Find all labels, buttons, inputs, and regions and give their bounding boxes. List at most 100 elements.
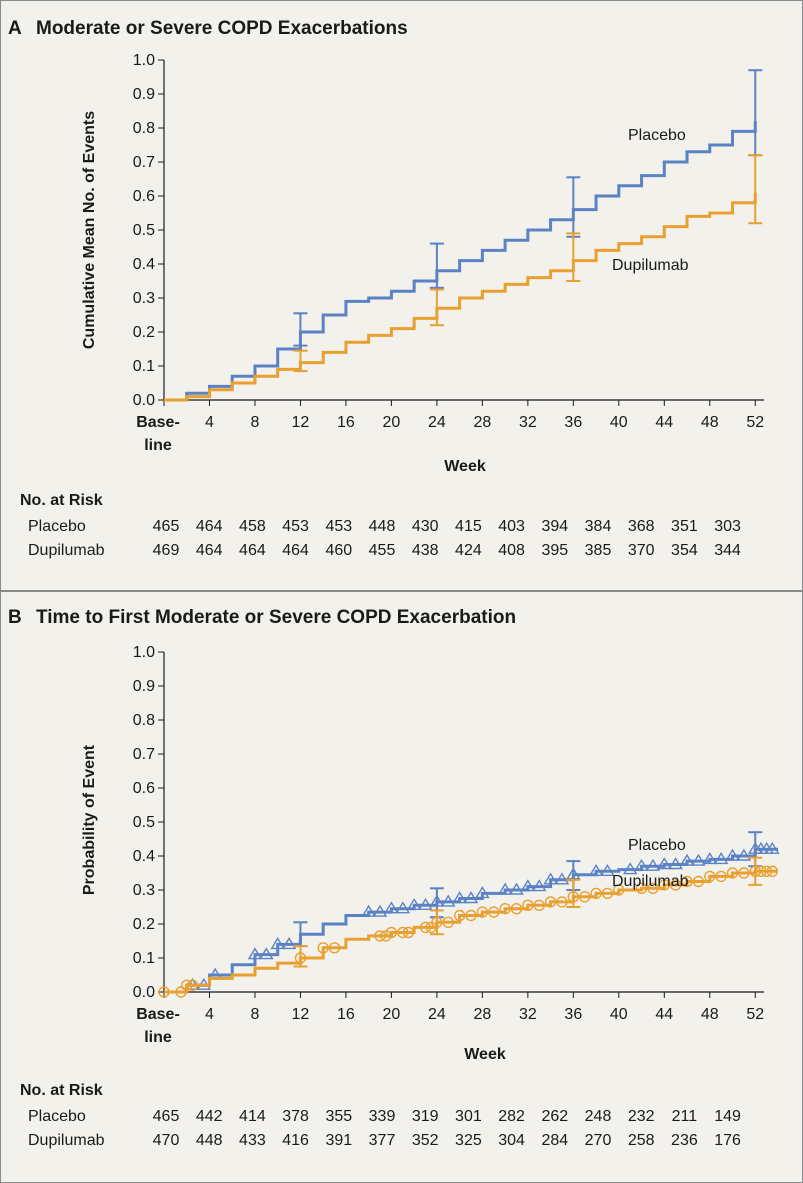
y-tick-label: 0.2 (133, 324, 155, 341)
series-label-placebo: Placebo (628, 837, 686, 854)
panel-b-chart: 0.0 0.1 0.2 0.3 0.4 0.5 0.6 0.7 0.8 0.9 1.0 Base-li… (20, 644, 780, 1149)
x-tick-label: 36 (564, 1006, 582, 1023)
circle-marker (419, 921, 432, 934)
panel-a-letter: A (8, 18, 22, 39)
triangle-marker (452, 891, 467, 904)
at-risk-value: 453 (282, 518, 309, 535)
at-risk-value: 391 (325, 1132, 352, 1149)
triangle-marker (668, 857, 683, 870)
triangle-marker (702, 852, 718, 865)
at-risk-value: 414 (239, 1108, 266, 1125)
y-tick-label: 1.0 (133, 52, 155, 69)
circle-marker (715, 870, 727, 883)
triangle-marker (418, 897, 433, 910)
triangle-marker (657, 857, 672, 870)
x-tick-label-baseline: Base- (136, 1006, 180, 1023)
at-risk-value: 403 (498, 518, 525, 535)
circle-marker (590, 887, 602, 900)
x-tick-label: 8 (251, 1006, 260, 1023)
x-tick-label: 20 (383, 1006, 401, 1023)
y-tick-label: 0.6 (133, 188, 155, 205)
y-tick-label: 0.1 (133, 358, 155, 375)
y-tick-label: 0.1 (133, 950, 155, 967)
at-risk-heading: No. at Risk (20, 1082, 103, 1099)
at-risk-value: 460 (325, 542, 352, 559)
at-risk-value: 458 (239, 518, 266, 535)
circle-marker (522, 899, 534, 911)
circle-marker (692, 875, 705, 888)
at-risk-value: 415 (455, 518, 482, 535)
y-tick-label: 1.0 (133, 644, 155, 661)
circle-marker (760, 865, 773, 877)
triangle-marker (736, 848, 752, 861)
triangle-marker (259, 947, 274, 960)
circle-marker (647, 882, 659, 894)
x-tick-label: 4 (205, 1006, 214, 1023)
at-risk-value: 232 (628, 1108, 655, 1125)
series-label-dupilumab: Dupilumab (612, 873, 689, 890)
triangle-marker (725, 848, 740, 861)
at-risk-value: 303 (714, 518, 741, 535)
triangle-marker (372, 904, 388, 917)
x-tick-label: 32 (519, 1006, 537, 1023)
at-risk-value: 368 (628, 518, 655, 535)
circle-marker (766, 865, 779, 877)
triangle-marker (247, 947, 263, 960)
circle-marker (681, 875, 693, 888)
triangle-marker (509, 882, 524, 895)
circle-marker (556, 896, 568, 908)
series-label-placebo: Placebo (628, 127, 686, 144)
panel-divider (0, 590, 803, 592)
x-tick-label: 32 (519, 414, 537, 431)
panel-b-title: Time to First Moderate or Severe COPD Ex… (36, 607, 516, 628)
circle-marker (704, 870, 716, 883)
at-risk-value: 304 (498, 1132, 525, 1149)
at-risk-value: 465 (153, 518, 180, 535)
triangle-marker (531, 879, 547, 892)
x-tick-label: 52 (746, 414, 764, 431)
at-risk-value: 455 (369, 542, 396, 559)
circle-marker (533, 899, 545, 911)
circle-marker (186, 979, 199, 991)
at-risk-row-label: Placebo (28, 518, 86, 535)
panel-a-title: Moderate or Severe COPD Exacerbations (36, 18, 408, 39)
circle-marker (397, 926, 409, 939)
circle-marker (380, 930, 392, 942)
triangle-marker (713, 852, 729, 865)
y-tick-label: 0.9 (133, 86, 155, 103)
at-risk-value: 352 (412, 1132, 439, 1149)
y-tick-label: 0.2 (133, 916, 155, 933)
triangle-marker (384, 901, 399, 914)
triangle-marker (281, 937, 297, 950)
at-risk-value: 416 (282, 1132, 309, 1149)
at-risk-value: 394 (541, 518, 568, 535)
circle-marker (499, 903, 511, 915)
y-tick-label: 0.4 (133, 256, 155, 273)
y-tick-label: 0.6 (133, 780, 155, 797)
at-risk-value: 378 (282, 1108, 309, 1125)
at-risk-value: 453 (325, 518, 352, 535)
at-risk-value: 339 (369, 1108, 396, 1125)
x-tick-label: 24 (428, 1006, 446, 1023)
circle-marker (442, 916, 454, 928)
at-risk-value: 384 (585, 518, 612, 535)
at-risk-value: 469 (153, 542, 180, 559)
circle-marker (601, 887, 614, 900)
x-tick-label-baseline: line (144, 437, 172, 454)
at-risk-value: 211 (672, 1108, 698, 1125)
circle-marker (465, 909, 477, 922)
series-label-dupilumab: Dupilumab (612, 257, 689, 274)
at-risk-value: 354 (671, 542, 698, 559)
at-risk-value: 344 (714, 542, 741, 559)
at-risk-value: 355 (325, 1108, 352, 1125)
triangle-marker (395, 901, 411, 914)
circle-marker (374, 930, 386, 942)
series-line-dupilumab (164, 192, 757, 402)
circle-marker (738, 867, 750, 879)
y-tick-label: 0.8 (133, 120, 155, 137)
circle-marker (635, 882, 648, 894)
at-risk-value: 351 (671, 518, 698, 535)
x-tick-label: 12 (292, 1006, 310, 1023)
at-risk-row-label: Dupilumab (28, 1132, 105, 1149)
